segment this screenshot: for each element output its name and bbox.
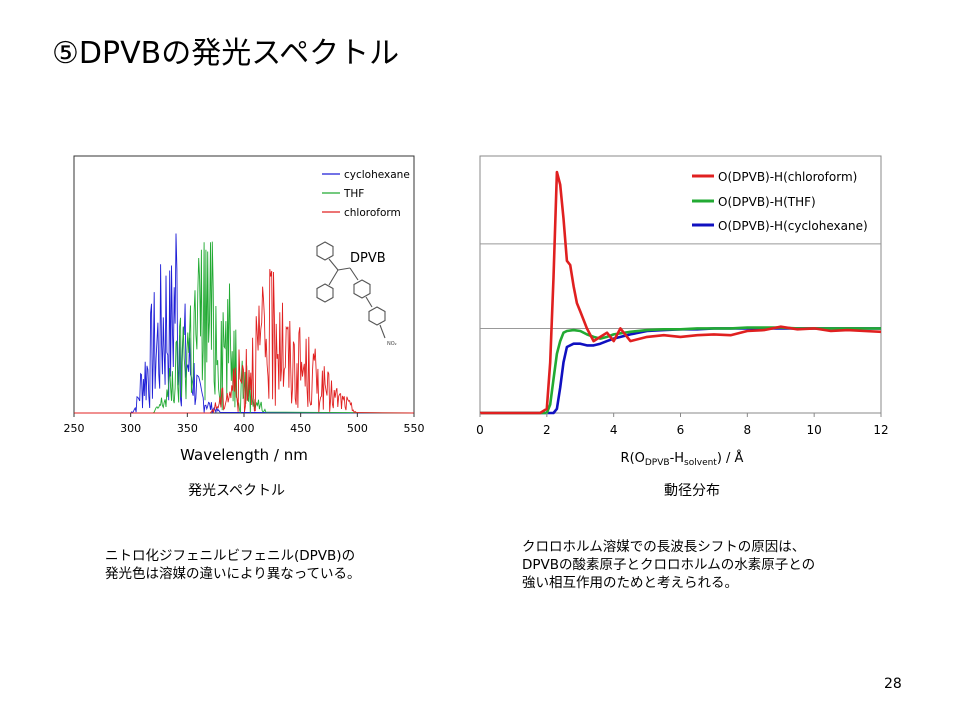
phenyl-ring-top bbox=[316, 241, 334, 261]
rdf-x-tick-label: 8 bbox=[744, 423, 752, 437]
left-description-line: 発光色は溶媒の違いにより異なっている。 bbox=[105, 566, 361, 582]
rdf-x-tick-label: 6 bbox=[677, 423, 685, 437]
left-description: ニトロ化ジフェニルビフェニル(DPVB)の 発光色は溶媒の違いにより異なっている… bbox=[105, 547, 361, 583]
left-description-line: ニトロ化ジフェニルビフェニル(DPVB)の bbox=[105, 548, 356, 564]
legend-label-thf-rdf: O(DPVB)-H(THF) bbox=[718, 195, 816, 209]
rdf-gridlines bbox=[480, 243, 881, 329]
rdf-chart: 0 2 4 6 8 10 12 R(ODPVB-Hsolvent) / Å O(DPVB)-… bbox=[476, 155, 889, 468]
rdf-legend: O(DPVB)-H(chloroform) O(DPVB)-H(THF) O(D… bbox=[692, 170, 868, 233]
emission-chart: 250 300 350 400 450 500 550 Wavelength / nm cy… bbox=[64, 155, 425, 464]
bond-2 bbox=[328, 269, 339, 286]
page-number: 28 bbox=[884, 676, 902, 692]
emission-x-tick-label: 350 bbox=[177, 422, 198, 435]
emission-x-tick-label: 300 bbox=[120, 422, 141, 435]
emission-legend: cyclohexane THF chloroform bbox=[322, 169, 410, 219]
emission-series-group bbox=[74, 233, 415, 414]
bond-nitro bbox=[379, 324, 386, 339]
emission-x-tick-label: 400 bbox=[234, 422, 255, 435]
phenyl-ring-bottom bbox=[316, 283, 334, 303]
biphenyl-ring-2 bbox=[368, 306, 386, 326]
rdf-plot-frame bbox=[479, 155, 882, 414]
legend-label-thf: THF bbox=[343, 188, 364, 200]
emission-x-tick-label: 500 bbox=[347, 422, 368, 435]
bond-4 bbox=[365, 296, 373, 308]
biphenyl-ring-1 bbox=[353, 279, 371, 299]
bond-1 bbox=[328, 258, 339, 271]
emission-x-tick-label: 550 bbox=[404, 422, 425, 435]
right-description: クロロホルム溶媒での長波長シフトの原因は、 DPVBの酸素原子とクロロホルムの水… bbox=[522, 538, 815, 592]
legend-label-cyclohexane-rdf: O(DPVB)-H(cyclohexane) bbox=[718, 219, 868, 233]
right-description-line: クロロホルム溶媒での長波長シフトの原因は、 bbox=[522, 539, 806, 555]
emission-caption: 発光スペクトル bbox=[188, 483, 286, 499]
right-description-line: DPVBの酸素原子とクロロホルムの水素原子との bbox=[522, 557, 816, 573]
rdf-x-tick-label: 4 bbox=[610, 423, 618, 437]
emission-x-tick-label: 450 bbox=[290, 422, 311, 435]
emission-series-chloroform bbox=[74, 269, 415, 414]
emission-x-tick-label: 250 bbox=[64, 422, 85, 435]
rdf-x-tick-label: 12 bbox=[873, 423, 888, 437]
emission-series-cyclohexane bbox=[74, 233, 415, 414]
rdf-x-tick-label: 10 bbox=[807, 423, 822, 437]
bond-3 bbox=[349, 267, 359, 281]
dpvb-structure-diagram bbox=[316, 241, 386, 339]
vinyl-bond bbox=[337, 267, 351, 271]
legend-label-chloroform-rdf: O(DPVB)-H(chloroform) bbox=[718, 170, 857, 184]
rdf-x-axis-label: R(ODPVB-Hsolvent) / Å bbox=[621, 450, 744, 468]
rdf-series-chloroform bbox=[480, 170, 882, 415]
slide-title: ⑤DPVBの発光スペクトル bbox=[52, 36, 400, 71]
dpvb-annotation: DPVB bbox=[350, 251, 386, 266]
rdf-x-ticks: 0 2 4 6 8 10 12 bbox=[476, 413, 889, 437]
rdf-x-tick-label: 2 bbox=[543, 423, 551, 437]
rdf-caption: 動径分布 bbox=[664, 483, 720, 499]
right-description-line: 強い相互作用のためと考えられる。 bbox=[522, 575, 738, 591]
rdf-series-thf bbox=[480, 326, 881, 415]
emission-x-axis-label: Wavelength / nm bbox=[180, 446, 308, 464]
rdf-series-cyclohexane bbox=[480, 327, 881, 415]
legend-label-cyclohexane: cyclohexane bbox=[344, 169, 410, 181]
rdf-series-group bbox=[480, 170, 882, 415]
nitro-group-label: NO₂ bbox=[387, 341, 397, 347]
legend-label-chloroform: chloroform bbox=[344, 207, 401, 219]
rdf-x-tick-label: 0 bbox=[476, 423, 484, 437]
emission-x-ticks: 250 300 350 400 450 500 550 bbox=[64, 413, 425, 435]
